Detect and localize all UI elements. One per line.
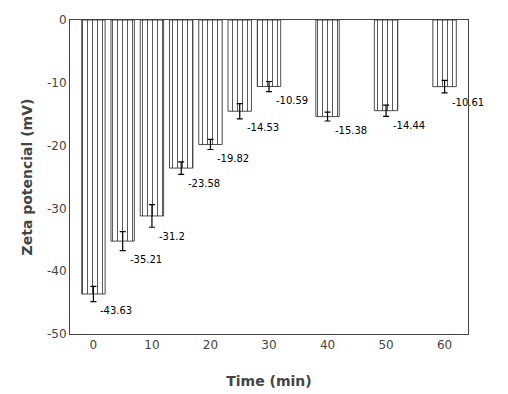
svg-text:-43.63: -43.63 — [100, 305, 132, 316]
svg-text:20: 20 — [203, 338, 218, 352]
svg-text:-50: -50 — [47, 327, 67, 341]
svg-text:-35.21: -35.21 — [130, 254, 162, 265]
svg-text:0: 0 — [90, 338, 98, 352]
svg-text:Zeta potencial (mV): Zeta potencial (mV) — [19, 99, 35, 256]
svg-text:-19.82: -19.82 — [217, 153, 249, 164]
svg-text:0: 0 — [59, 13, 67, 27]
svg-text:-10.59: -10.59 — [276, 95, 308, 106]
svg-text:40: 40 — [320, 338, 335, 352]
svg-text:50: 50 — [378, 338, 393, 352]
svg-text:-30: -30 — [47, 202, 67, 216]
svg-text:30: 30 — [261, 338, 276, 352]
svg-text:10: 10 — [144, 338, 159, 352]
svg-text:60: 60 — [437, 338, 452, 352]
svg-text:-40: -40 — [47, 264, 67, 278]
svg-text:-14.53: -14.53 — [247, 122, 279, 133]
svg-text:-20: -20 — [47, 139, 67, 153]
svg-text:-10: -10 — [47, 76, 67, 90]
svg-text:-10.61: -10.61 — [452, 97, 484, 108]
svg-text:-23.58: -23.58 — [188, 178, 220, 189]
svg-text:-14.44: -14.44 — [393, 120, 425, 131]
svg-text:-15.38: -15.38 — [335, 125, 367, 136]
svg-text:Time (min): Time (min) — [226, 373, 311, 389]
svg-text:-31.2: -31.2 — [159, 231, 185, 242]
